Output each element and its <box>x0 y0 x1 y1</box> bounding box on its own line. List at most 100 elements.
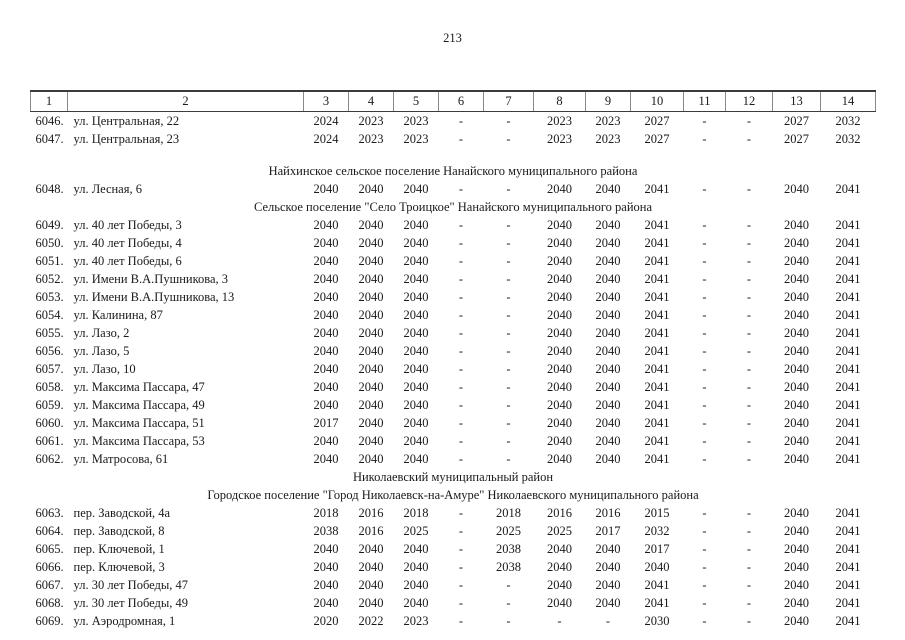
year-cell: - <box>702 113 707 128</box>
year-cell: 2040 <box>313 271 339 286</box>
table-row: 6064. пер. Заводской, 8 2038 2016 2025 - 2025 2… <box>31 522 876 540</box>
table-row: 6054. ул. Калинина, 87 2040 2040 2040 - - 2040 2… <box>31 306 876 324</box>
year-cell: 2040 <box>358 595 384 610</box>
year-cell: 2038 <box>496 541 521 556</box>
year-cell: 2040 <box>784 253 809 268</box>
year-cell: 2041 <box>644 235 670 250</box>
row-number: 6065. <box>35 541 64 556</box>
year-cell: - <box>746 271 752 286</box>
year-cell: 2041 <box>835 343 861 358</box>
year-cell: - <box>702 451 707 466</box>
year-cell: 2040 <box>358 415 384 430</box>
year-cell: 2040 <box>403 379 429 394</box>
year-cell: 2016 <box>547 505 572 520</box>
year-cell: - <box>702 577 707 592</box>
year-cell: 2040 <box>358 253 384 268</box>
year-cell: 2040 <box>547 541 572 556</box>
year-cell: - <box>702 131 707 146</box>
year-cell: - <box>702 289 707 304</box>
address-cell: ул. Лазо, 2 <box>73 325 130 340</box>
section-row: Николаевский муниципальный район <box>31 468 876 486</box>
year-cell: - <box>746 595 752 610</box>
year-cell: - <box>702 343 707 358</box>
year-cell: 2041 <box>644 325 670 340</box>
year-cell: - <box>746 613 752 628</box>
year-cell: 2032 <box>835 131 861 146</box>
year-cell: 2023 <box>547 113 572 128</box>
row-number: 6067. <box>35 577 64 592</box>
year-cell: 2040 <box>358 343 384 358</box>
year-cell: 2016 <box>358 505 384 520</box>
table-row: 6065. пер. Ключевой, 1 2040 2040 2040 - 2038 20… <box>31 540 876 558</box>
year-cell: 2041 <box>835 217 861 232</box>
year-cell: - <box>506 217 511 232</box>
year-cell: 2041 <box>644 595 670 610</box>
year-cell: 2040 <box>595 451 621 466</box>
year-cell: 2040 <box>547 397 572 412</box>
year-cell: 2040 <box>595 253 621 268</box>
section-row: Сельское поселение "Село Троицкое" Нанай… <box>31 198 876 216</box>
year-cell: 2027 <box>644 131 670 146</box>
row-number: 6052. <box>35 271 64 286</box>
year-cell: - <box>506 433 511 448</box>
section-row: Найхинское сельское поселение Нанайского… <box>31 162 876 180</box>
table-row: 6069. ул. Аэродромная, 1 2020 2022 2023 - - - - 2… <box>31 612 876 630</box>
year-cell: 2040 <box>403 397 429 412</box>
year-cell: 2040 <box>358 577 384 592</box>
year-cell: 2040 <box>358 217 384 232</box>
year-cell: - <box>702 235 707 250</box>
table-row: 6062. ул. Матросова, 61 2040 2040 2040 - - 2040… <box>31 450 876 468</box>
year-cell: 2040 <box>313 253 339 268</box>
year-cell: 2040 <box>784 505 809 520</box>
year-cell: - <box>458 307 464 322</box>
year-cell: - <box>506 289 511 304</box>
year-cell: 2040 <box>547 559 572 574</box>
page-number: 213 <box>443 31 462 45</box>
year-cell: 2040 <box>547 235 572 250</box>
column-header: 9 <box>585 90 631 112</box>
table-row: 6056. ул. Лазо, 5 2040 2040 2040 - - 2040 2040 20… <box>31 342 876 360</box>
address-cell: ул. Максима Пассара, 47 <box>73 379 205 394</box>
column-header: 6 <box>438 90 484 112</box>
year-cell: 2041 <box>835 613 861 628</box>
year-cell: 2040 <box>784 235 809 250</box>
year-cell: 2040 <box>644 559 670 574</box>
year-cell: - <box>702 505 707 520</box>
year-cell: - <box>458 379 464 394</box>
year-cell: - <box>746 131 752 146</box>
year-cell: - <box>746 397 752 412</box>
column-header: 14 <box>820 90 876 112</box>
year-cell: 2040 <box>784 523 809 538</box>
year-cell: 2040 <box>547 325 572 340</box>
year-cell: 2040 <box>313 577 339 592</box>
year-cell: 2040 <box>595 577 621 592</box>
year-cell: 2040 <box>403 451 429 466</box>
year-cell: - <box>746 559 752 574</box>
column-header: 8 <box>533 90 586 112</box>
column-header: 5 <box>393 90 439 112</box>
year-cell: - <box>458 271 464 286</box>
address-cell: ул. 40 лет Победы, 6 <box>73 253 182 268</box>
year-cell: 2040 <box>358 289 384 304</box>
year-cell: - <box>557 613 562 628</box>
year-cell: 2023 <box>547 131 572 146</box>
year-cell: - <box>702 415 707 430</box>
table-row: 6055. ул. Лазо, 2 2040 2040 2040 - - 2040 2040 20… <box>31 324 876 342</box>
year-cell: - <box>702 541 707 556</box>
year-cell: - <box>746 307 752 322</box>
year-cell: 2040 <box>595 595 621 610</box>
address-cell: ул. Максима Пассара, 53 <box>73 433 205 448</box>
year-cell: 2041 <box>644 217 670 232</box>
year-cell: 2040 <box>547 415 572 430</box>
year-cell: 2041 <box>835 595 861 610</box>
year-cell: 2016 <box>358 523 384 538</box>
year-cell: 2040 <box>595 271 621 286</box>
year-cell: 2041 <box>835 181 861 196</box>
table-row: 6061. ул. Максима Пассара, 53 2040 2040 2040… <box>31 432 876 450</box>
table-row: 6057. ул. Лазо, 10 2040 2040 2040 - - 2040 2040 2… <box>31 360 876 378</box>
year-cell: 2041 <box>644 181 670 196</box>
section-title: Найхинское сельское поселение Нанайского… <box>268 163 638 178</box>
year-cell: 2041 <box>644 397 670 412</box>
address-cell: ул. Максима Пассара, 51 <box>73 415 205 430</box>
